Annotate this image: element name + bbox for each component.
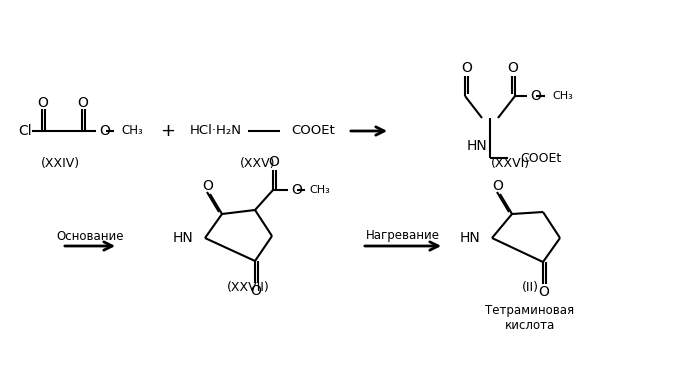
Text: (XXV): (XXV) bbox=[240, 157, 276, 169]
Text: O: O bbox=[461, 61, 472, 75]
Text: O: O bbox=[251, 284, 261, 298]
Text: O: O bbox=[78, 96, 88, 110]
Text: Нагревание: Нагревание bbox=[366, 229, 440, 243]
Text: O: O bbox=[538, 285, 550, 299]
Text: O: O bbox=[38, 96, 48, 110]
Text: O: O bbox=[202, 179, 214, 193]
Text: +: + bbox=[160, 122, 176, 140]
Text: (II): (II) bbox=[522, 281, 538, 295]
Text: (XXVI): (XXVI) bbox=[491, 157, 530, 169]
Text: Тетраминовая
кислота: Тетраминовая кислота bbox=[485, 304, 575, 332]
Text: O: O bbox=[493, 179, 503, 193]
Text: (XXIV): (XXIV) bbox=[41, 157, 80, 169]
Text: CH₃: CH₃ bbox=[552, 91, 573, 101]
Text: COOEt: COOEt bbox=[291, 124, 335, 138]
Text: O: O bbox=[530, 89, 541, 103]
Text: HN: HN bbox=[459, 231, 480, 245]
Text: CH₃: CH₃ bbox=[121, 124, 143, 138]
Text: HCl·H₂N: HCl·H₂N bbox=[190, 124, 242, 138]
Text: Основание: Основание bbox=[56, 229, 124, 243]
Text: O: O bbox=[99, 124, 110, 138]
Text: Cl: Cl bbox=[18, 124, 32, 138]
Text: (XXVII): (XXVII) bbox=[227, 281, 270, 295]
Text: HN: HN bbox=[172, 231, 193, 245]
Text: O: O bbox=[269, 155, 279, 169]
Text: HN: HN bbox=[466, 139, 487, 153]
Text: O: O bbox=[291, 183, 302, 197]
Text: COOEt: COOEt bbox=[520, 152, 561, 164]
Text: O: O bbox=[508, 61, 519, 75]
Text: CH₃: CH₃ bbox=[309, 185, 330, 195]
